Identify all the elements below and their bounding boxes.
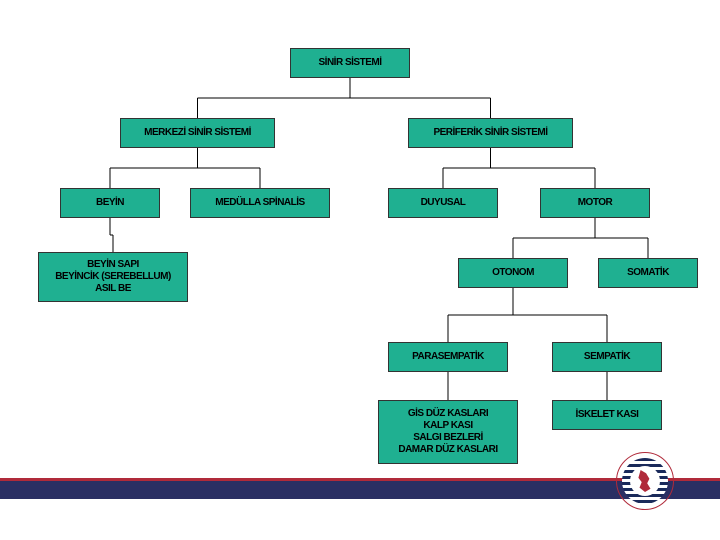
node-iskelet: İSKELET KASI: [552, 400, 662, 430]
node-periferik: PERİFERİK SİNİR SİSTEMİ: [408, 118, 573, 148]
node-medulla: MEDÜLLA SPİNALİS: [190, 188, 330, 218]
node-motor: MOTOR: [540, 188, 650, 218]
node-sempatik: SEMPATİK: [552, 342, 662, 372]
node-beyinsapi: BEYİN SAPI BEYİNCİK (SEREBELLUM) ASIL BE: [38, 252, 188, 302]
university-logo: [616, 452, 674, 510]
node-merkezi: MERKEZİ SİNİR SİSTEMİ: [120, 118, 275, 148]
node-root: SİNİR SİSTEMİ: [290, 48, 410, 78]
node-parasemp: PARASEMPATİK: [388, 342, 508, 372]
footer-navy-bar: [0, 481, 720, 499]
node-beyin: BEYİN: [60, 188, 160, 218]
node-somatik: SOMATİK: [598, 258, 698, 288]
node-duyusal: DUYUSAL: [388, 188, 498, 218]
node-gis: GİS DÜZ KASLARI KALP KASI SALGI BEZLERİ …: [378, 400, 518, 464]
node-otonom: OTONOM: [458, 258, 568, 288]
